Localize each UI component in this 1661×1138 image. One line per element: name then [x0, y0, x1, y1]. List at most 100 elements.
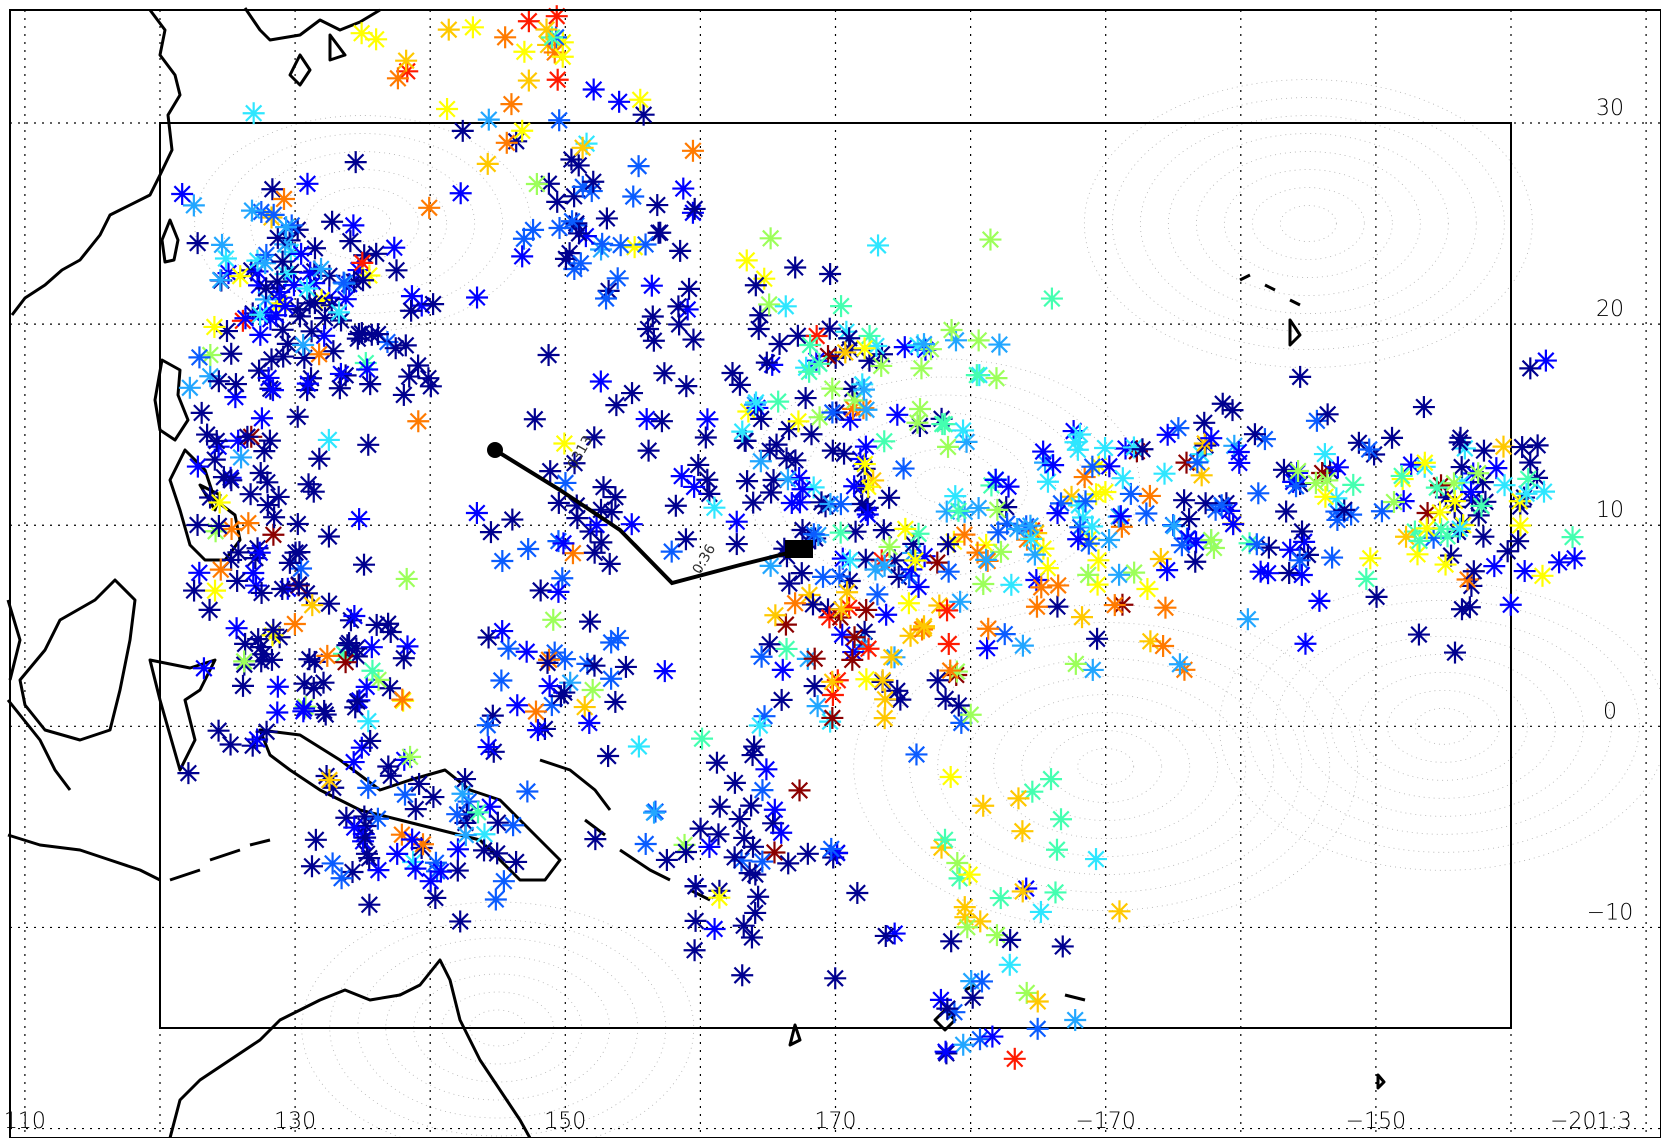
observation-star: [227, 541, 250, 564]
observation-star: [408, 772, 431, 795]
contour-line: [915, 466, 972, 504]
observation-star: [300, 320, 323, 343]
observation-star: [621, 382, 644, 405]
observation-star: [334, 651, 357, 674]
observation-star: [770, 821, 793, 844]
contour-line: [1077, 748, 1135, 785]
observation-star: [511, 245, 534, 268]
observation-star: [747, 885, 770, 908]
observation-star: [764, 604, 787, 627]
observation-star: [192, 657, 215, 680]
observation-star: [798, 360, 821, 383]
observation-star: [350, 22, 373, 45]
observation-star: [495, 131, 518, 154]
observation-star: [249, 636, 272, 659]
observation-star: [1257, 562, 1280, 585]
observation-star: [1531, 564, 1554, 587]
observation-star: [824, 967, 847, 990]
observation-star: [632, 103, 655, 126]
observation-star: [821, 706, 844, 729]
observation-star: [1108, 563, 1131, 586]
observation-star: [1194, 492, 1217, 515]
observation-star: [1517, 467, 1540, 490]
observation-star: [684, 909, 707, 932]
observation-star: [870, 354, 893, 377]
observation-star: [1000, 573, 1023, 596]
observation-star: [1245, 533, 1268, 556]
observation-star: [384, 337, 407, 360]
observation-star: [678, 277, 701, 300]
observation-star: [778, 572, 801, 595]
observation-star: [749, 304, 772, 327]
coast-hawaii: [1239, 273, 1302, 347]
observation-star: [731, 964, 754, 987]
observation-star: [419, 870, 442, 893]
observation-star: [232, 674, 255, 697]
contour-line: [1021, 712, 1191, 821]
observation-star: [1275, 500, 1298, 523]
observation-star: [260, 648, 283, 671]
observation-star: [1087, 549, 1110, 572]
observation-star: [446, 859, 469, 882]
observation-star: [215, 320, 238, 343]
observation-star: [220, 518, 243, 541]
observation-star: [395, 567, 418, 590]
observation-star: [352, 830, 375, 853]
observation-star: [262, 618, 285, 641]
contour-line: [993, 694, 1219, 839]
observation-star: [1085, 848, 1108, 871]
observation-star: [595, 207, 618, 230]
observation-star: [1499, 593, 1522, 616]
observation-star: [227, 429, 250, 452]
observation-star: [407, 354, 430, 377]
observation-star: [1291, 520, 1314, 543]
observation-star: [328, 377, 351, 400]
observation-star: [959, 703, 982, 726]
observation-star: [220, 342, 243, 365]
observation-star: [563, 185, 586, 208]
observation-star: [738, 862, 761, 885]
observation-star: [1067, 528, 1090, 551]
lat-tick-label: −10: [1587, 900, 1633, 925]
observation-star: [878, 535, 901, 558]
observation-star: [874, 688, 897, 711]
observation-star: [1044, 881, 1067, 904]
observation-star: [1006, 518, 1029, 541]
observation-star: [551, 45, 574, 68]
contour-line: [965, 676, 1247, 857]
observation-star: [449, 182, 472, 205]
observation-star: [937, 533, 960, 556]
contour-line: [831, 412, 1056, 558]
observation-star: [846, 881, 869, 904]
observation-star: [1511, 436, 1534, 459]
observation-star: [820, 837, 843, 860]
observation-star: [317, 525, 340, 548]
observation-star: [308, 447, 331, 470]
observation-star: [465, 501, 488, 524]
observation-star: [1534, 349, 1557, 372]
observation-star: [937, 435, 960, 458]
observation-star: [1370, 500, 1393, 523]
observation-star: [399, 745, 422, 768]
observation-star: [1211, 392, 1234, 415]
observation-star: [1316, 403, 1339, 426]
observation-star: [454, 824, 477, 847]
observation-star: [1168, 653, 1191, 676]
observation-star: [909, 398, 932, 421]
observation-star: [867, 234, 890, 257]
observation-star: [606, 267, 629, 290]
observation-star: [708, 795, 731, 818]
observation-star: [749, 450, 772, 473]
observation-star: [473, 839, 496, 862]
observation-star: [339, 230, 362, 253]
observation-star: [649, 221, 672, 244]
lat-tick-label: 30: [1596, 96, 1624, 121]
observation-star: [502, 814, 525, 837]
observation-star: [854, 548, 877, 571]
observation-star: [1135, 502, 1158, 525]
observation-star: [1563, 547, 1586, 570]
observation-star: [838, 327, 861, 350]
observation-star: [1032, 440, 1055, 463]
observation-star: [672, 177, 695, 200]
observation-star: [1081, 515, 1104, 538]
